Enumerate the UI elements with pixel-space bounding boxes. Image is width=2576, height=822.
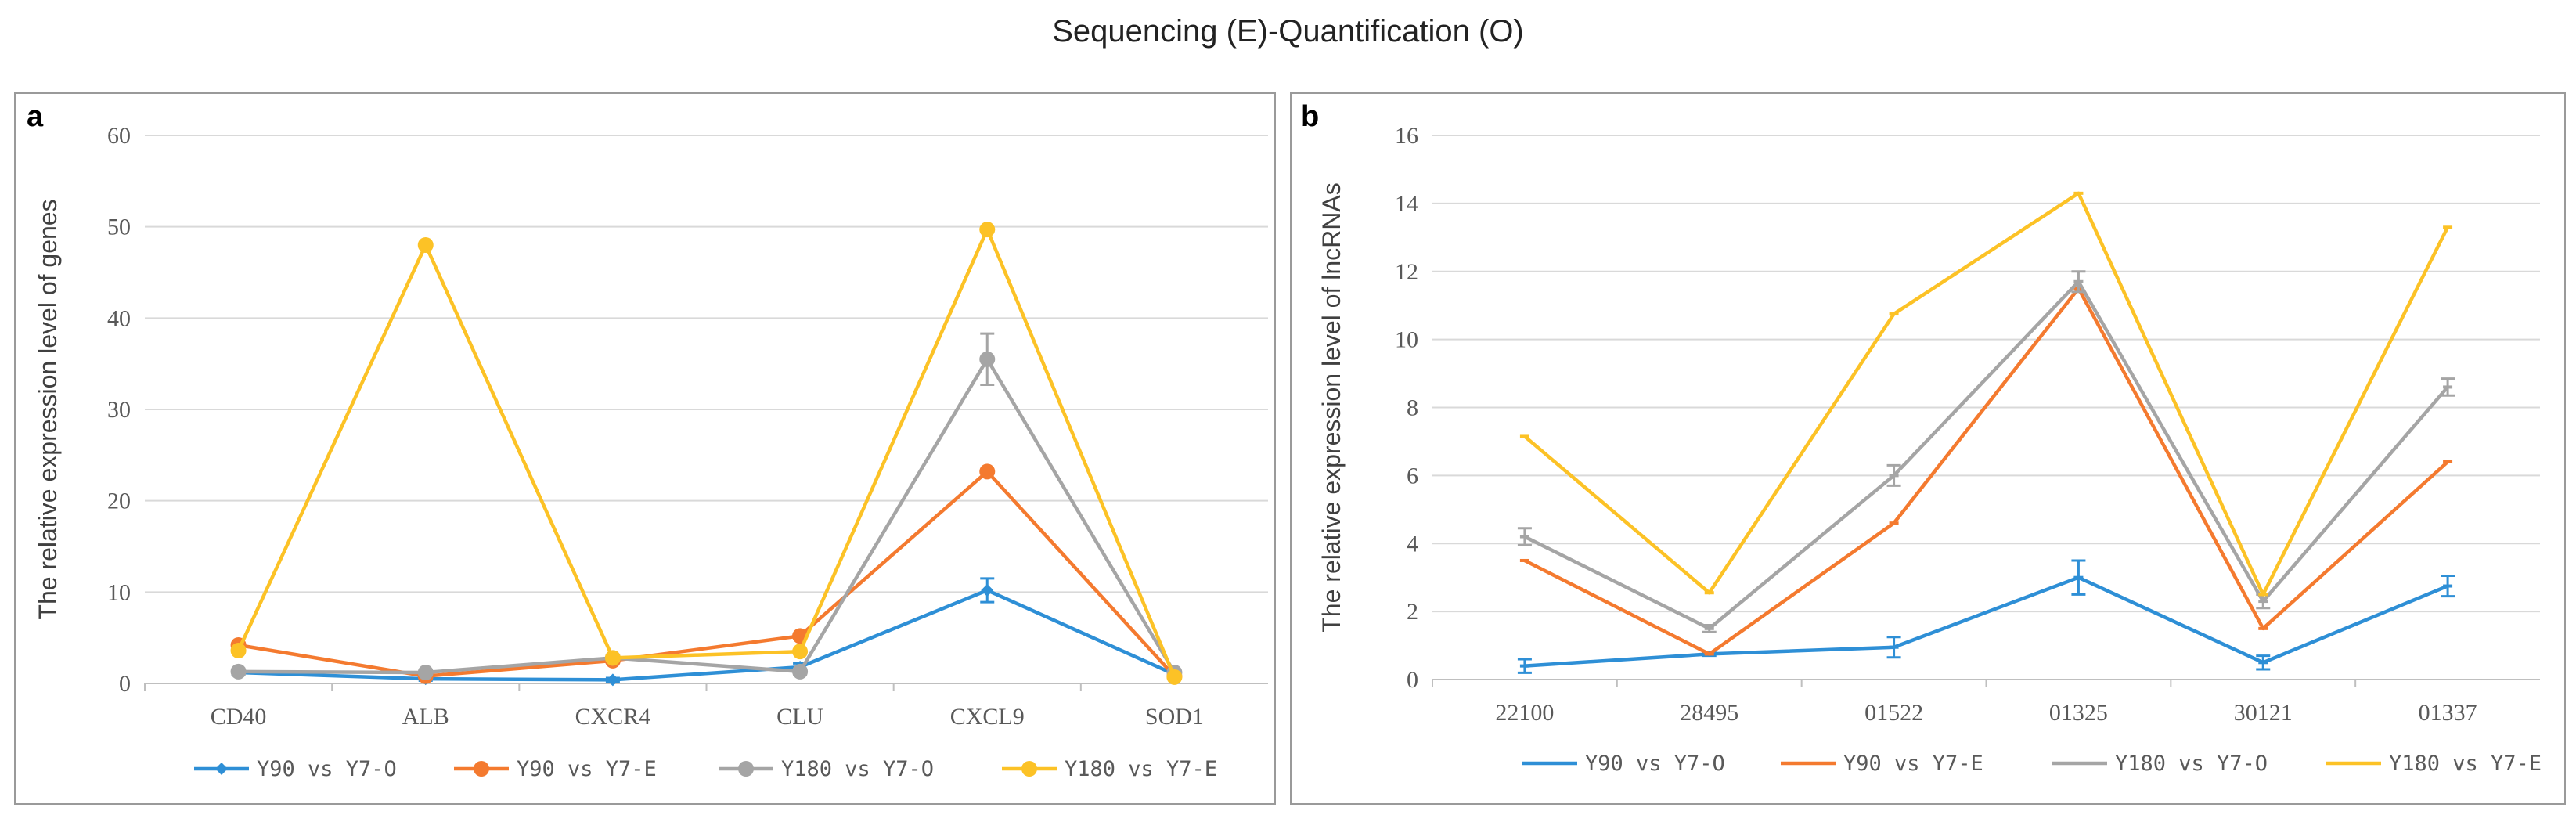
data-point-a: [230, 643, 247, 658]
x-tick-label-a: CXCL9: [950, 704, 1025, 730]
y-tick-label-b: 6: [1407, 463, 1418, 489]
data-point-a: [1166, 669, 1183, 685]
series-line-b-3: [1523, 279, 2449, 631]
legend-marker-a: [474, 761, 489, 777]
legend-label-b-2: Y90 vs Y7-E: [1843, 752, 1983, 776]
data-point-a: [606, 673, 619, 687]
x-tick-label-a: CLU: [776, 704, 823, 730]
panel-a-frame: [14, 92, 1276, 805]
y-tick-label-a: 20: [107, 489, 131, 514]
legend-label-b-3: Y180 vs Y7-O: [2115, 752, 2268, 776]
x-tick-label-b: 01522: [1864, 700, 1923, 726]
data-point-a: [417, 665, 434, 680]
y-tick-label-a: 30: [107, 397, 131, 423]
data-point-a: [230, 663, 247, 680]
legend-marker-a: [1021, 761, 1037, 777]
x-tick-label-b: 01337: [2419, 700, 2477, 726]
data-point-a: [979, 463, 996, 480]
series-line-b-2: [1523, 287, 2449, 656]
y-tick-label-b: 12: [1395, 259, 1418, 285]
series-line-a-1: [238, 588, 1176, 682]
data-point-a: [792, 644, 809, 660]
x-tick-label-a: ALB: [402, 704, 449, 730]
data-point-a: [417, 237, 434, 253]
y-tick-label-b: 16: [1395, 123, 1418, 149]
x-tick-label-b: 28495: [1680, 700, 1738, 726]
x-tick-label-b: 22100: [1495, 700, 1554, 726]
series-line-a-3: [238, 357, 1176, 675]
y-tick-label-a: 0: [119, 671, 131, 697]
data-point-a: [979, 351, 996, 367]
y-axis-label-a: The relative expression level of genes: [34, 199, 62, 619]
figure-title: Sequencing (E)-Quantification (O): [1052, 14, 1524, 49]
y-tick-label-b: 0: [1407, 667, 1418, 693]
y-tick-label-b: 10: [1395, 327, 1418, 353]
y-tick-label-a: 10: [107, 579, 131, 605]
legend-label-b-1: Y90 vs Y7-O: [1585, 752, 1725, 776]
y-tick-label-b: 4: [1407, 531, 1418, 557]
panel-b-frame: [1290, 92, 2566, 805]
series-line-a-2: [238, 470, 1176, 678]
data-point-a: [981, 584, 994, 597]
y-tick-label-b: 8: [1407, 395, 1418, 421]
x-tick-label-a: SOD1: [1145, 704, 1204, 730]
legend-marker-a: [215, 763, 228, 775]
panel-a-letter: a: [27, 100, 44, 133]
legend-label-b-4: Y180 vs Y7-E: [2389, 752, 2542, 776]
y-tick-label-b: 2: [1407, 599, 1418, 625]
y-axis-label-b: The relative expression level of lncRNAs: [1317, 182, 1346, 632]
x-tick-label-a: CXCR4: [575, 704, 651, 730]
series-line-a-4: [236, 227, 1176, 678]
data-point-a: [979, 222, 996, 238]
series-line-b-1: [1524, 575, 2448, 668]
legend-label-a-4: Y180 vs Y7-E: [1065, 757, 1217, 781]
legend-label-a-2: Y90 vs Y7-E: [517, 757, 657, 781]
x-tick-label-b: 01325: [2049, 700, 2108, 726]
x-tick-label-a: CD40: [211, 704, 267, 730]
y-tick-label-b: 14: [1395, 191, 1418, 217]
data-point-a: [792, 663, 809, 680]
panel-b-letter: b: [1301, 100, 1320, 133]
y-tick-label-a: 50: [107, 215, 131, 240]
legend-label-a-1: Y90 vs Y7-O: [257, 757, 397, 781]
legend-marker-a: [738, 761, 754, 777]
legend-label-a-3: Y180 vs Y7-O: [781, 757, 934, 781]
x-tick-label-b: 30121: [2234, 700, 2293, 726]
data-point-a: [604, 650, 621, 666]
series-line-b-4: [1523, 191, 2450, 597]
y-tick-label-a: 40: [107, 305, 131, 331]
y-tick-label-a: 60: [107, 123, 131, 149]
